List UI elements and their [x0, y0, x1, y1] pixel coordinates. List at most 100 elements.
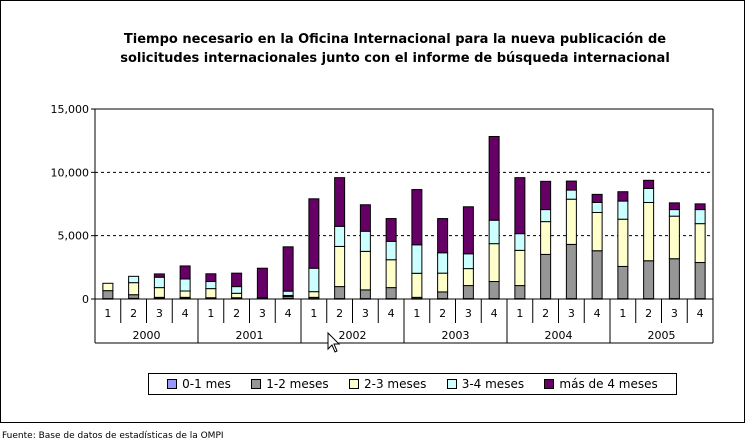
bar-segment: [335, 178, 345, 227]
legend-swatch: [167, 379, 177, 389]
bar-segment: [566, 181, 576, 190]
bar-segment: [618, 266, 628, 298]
quarter-label: 4: [388, 307, 395, 320]
bar-segment: [154, 288, 164, 298]
quarter-label: 2: [336, 307, 343, 320]
bar-segment: [438, 292, 448, 299]
quarter-label: 2: [130, 307, 137, 320]
bar-segment: [669, 203, 679, 210]
year-label: 2003: [442, 329, 470, 342]
bar-segment: [360, 290, 370, 299]
bar-segment: [695, 224, 705, 263]
bar-segment: [618, 201, 628, 219]
bar-segment: [515, 286, 525, 299]
bar-segment: [541, 254, 551, 298]
quarter-label: 3: [671, 307, 678, 320]
bar-segment: [592, 194, 602, 202]
bar-segment: [463, 286, 473, 299]
bar-segment: [438, 273, 448, 292]
bar-segment: [386, 288, 396, 299]
bar-segment: [644, 188, 654, 202]
y-tick-label: 10,000: [51, 166, 90, 179]
bar-segment: [566, 199, 576, 244]
bar-segment: [283, 247, 293, 291]
legend-label: 3-4 meses: [462, 377, 524, 391]
bar-segment: [644, 180, 654, 188]
year-label: 2004: [545, 329, 573, 342]
legend-item: 3-4 meses: [447, 377, 524, 391]
legend-label: 0-1 mes: [182, 377, 231, 391]
legend-label: 1-2 meses: [266, 377, 328, 391]
bar-segment: [257, 268, 267, 298]
bar-segment: [592, 212, 602, 250]
quarter-label: 3: [259, 307, 266, 320]
year-label: 2000: [133, 329, 161, 342]
bar-segment: [566, 190, 576, 199]
bar-segment: [206, 282, 216, 289]
mouse-cursor-icon: [328, 333, 339, 352]
quarter-label: 2: [542, 307, 549, 320]
bar-segment: [463, 269, 473, 286]
legend-item: más de 4 meses: [544, 377, 657, 391]
bar-segment: [644, 202, 654, 260]
bar-segment: [541, 181, 551, 209]
bar-segment: [154, 274, 164, 277]
bar-segment: [489, 136, 499, 220]
quarter-label: 2: [439, 307, 446, 320]
bar-segment: [129, 283, 139, 295]
quarter-label: 4: [285, 307, 292, 320]
bar-segment: [489, 282, 499, 299]
bar-segment: [515, 250, 525, 285]
y-tick-label: 0: [82, 293, 89, 306]
legend: 0-1 mes 1-2 meses 2-3 meses 3-4 meses más de…: [148, 373, 677, 395]
bar-segment: [566, 244, 576, 298]
legend-swatch: [251, 379, 261, 389]
bar-segment: [386, 260, 396, 288]
bar-segment: [335, 226, 345, 246]
legend-swatch: [349, 379, 359, 389]
bar-segment: [669, 216, 679, 259]
bar-segment: [360, 205, 370, 231]
bar-segment: [335, 246, 345, 286]
y-tick-label: 15,000: [51, 103, 90, 116]
quarter-label: 2: [233, 307, 240, 320]
quarter-label: 1: [413, 307, 420, 320]
bar-segment: [180, 266, 190, 279]
year-label: 2005: [648, 329, 676, 342]
quarter-label: 3: [568, 307, 575, 320]
bar-segment: [232, 287, 242, 294]
year-label: 2001: [236, 329, 264, 342]
bar-segment: [541, 210, 551, 222]
quarter-label: 1: [104, 307, 111, 320]
quarter-label: 4: [182, 307, 189, 320]
bar-segment: [129, 295, 139, 299]
bar-segment: [618, 192, 628, 201]
bar-segment: [103, 291, 113, 299]
quarter-label: 1: [619, 307, 626, 320]
legend-item: 2-3 meses: [349, 377, 426, 391]
quarter-label: 3: [362, 307, 369, 320]
quarter-label: 4: [491, 307, 498, 320]
bar-segment: [695, 204, 705, 210]
bar-segment: [463, 254, 473, 269]
legend-label: más de 4 meses: [559, 377, 657, 391]
bar-segment: [129, 276, 139, 282]
bar-segment: [386, 219, 396, 242]
quarter-label: 4: [697, 307, 704, 320]
bar-segment: [669, 210, 679, 217]
quarter-label: 1: [516, 307, 523, 320]
legend-label: 2-3 meses: [364, 377, 426, 391]
bar-segment: [695, 263, 705, 299]
bar-segment: [541, 222, 551, 255]
bar-segment: [309, 292, 319, 298]
quarter-label: 4: [594, 307, 601, 320]
bar-segment: [412, 273, 422, 297]
legend-item: 1-2 meses: [251, 377, 328, 391]
bar-segment: [515, 234, 525, 251]
bar-segment: [180, 279, 190, 291]
bar-segment: [283, 291, 293, 295]
bar-segment: [669, 259, 679, 299]
bar-segment: [463, 207, 473, 254]
bar-segment: [232, 273, 242, 286]
